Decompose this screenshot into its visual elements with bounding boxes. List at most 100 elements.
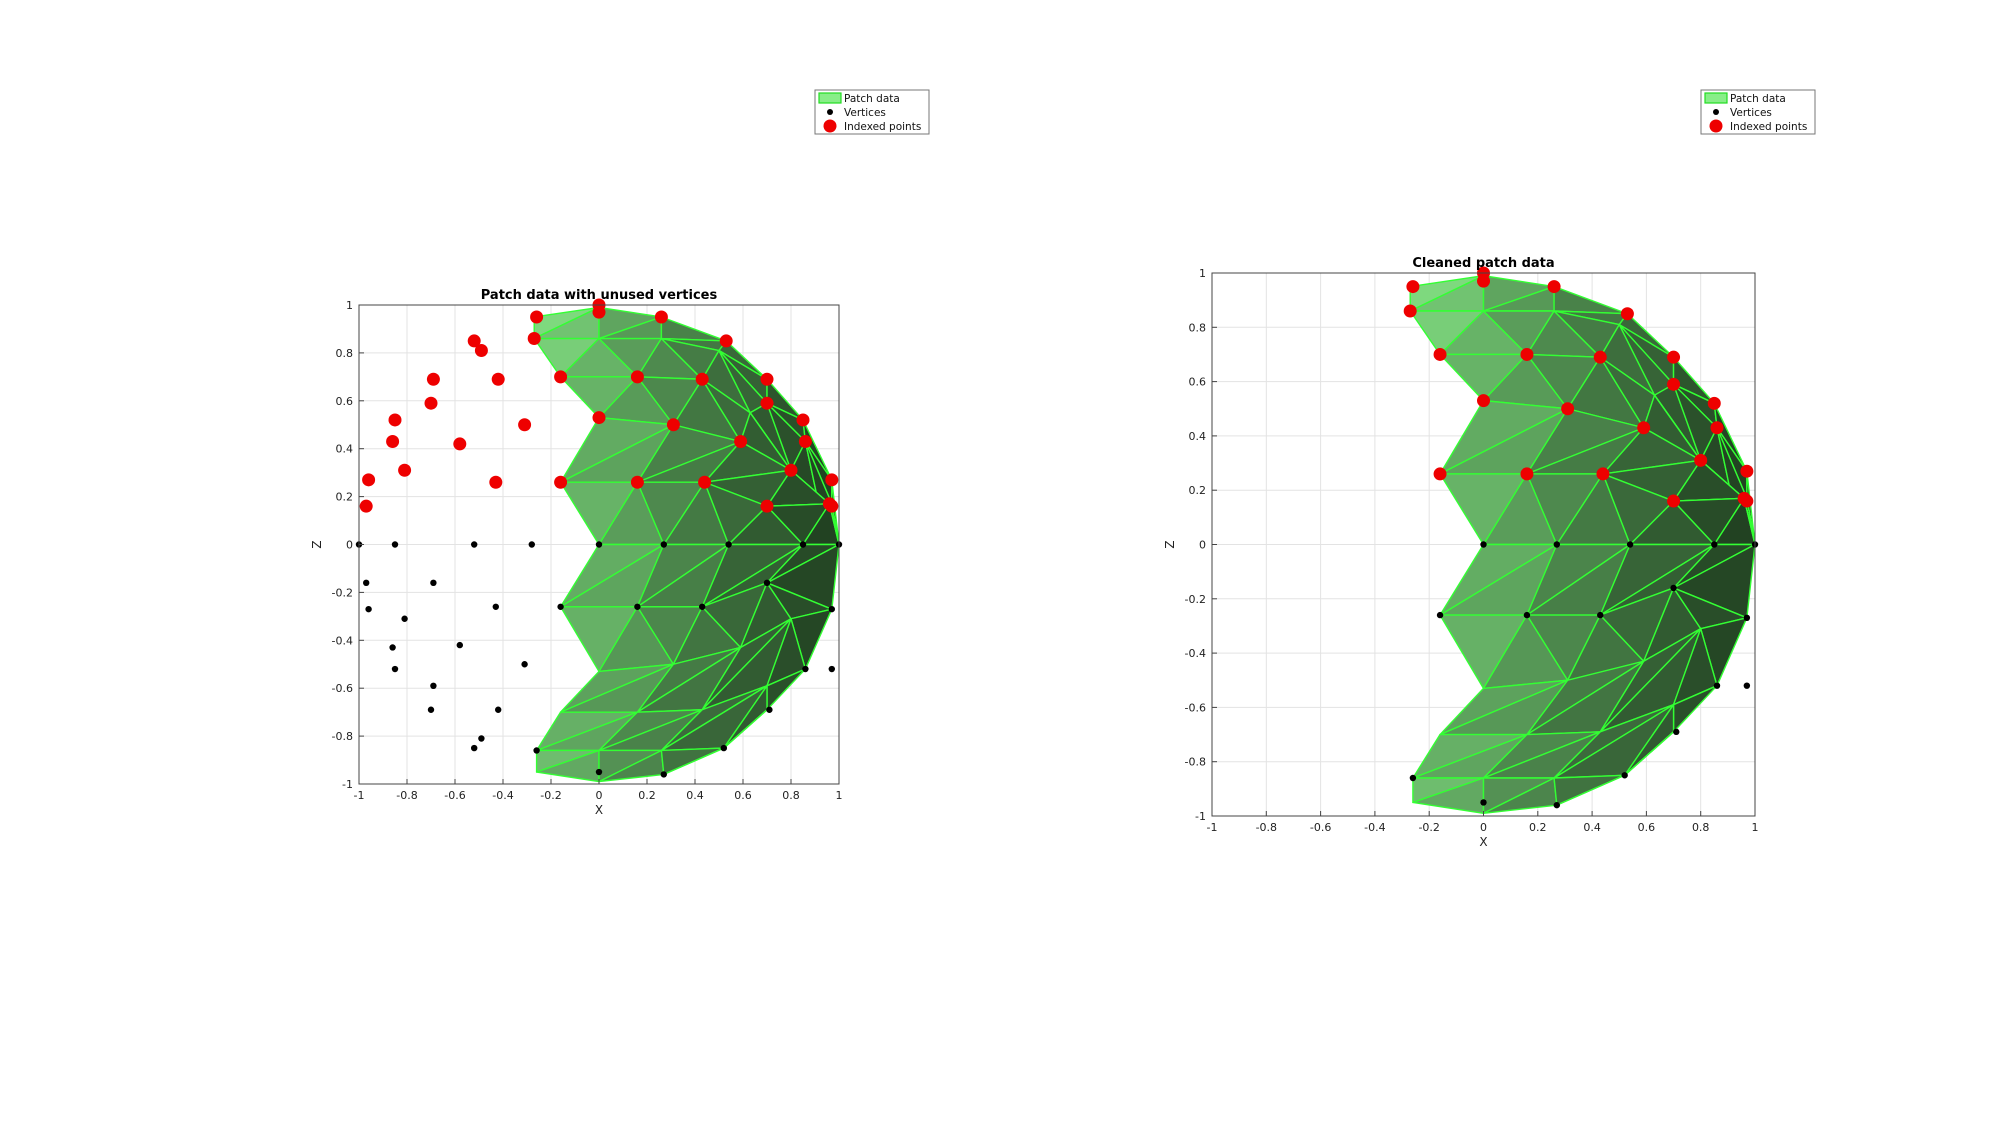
vertex-point xyxy=(557,603,564,610)
x-tick-label: 0 xyxy=(1480,821,1487,834)
indexed-point xyxy=(1406,280,1420,294)
x-tick-label: 0.4 xyxy=(686,789,704,802)
indexed-point xyxy=(654,310,668,324)
y-tick-label: 0 xyxy=(1199,539,1206,552)
vertex-point xyxy=(430,682,437,690)
vertex-point xyxy=(365,605,372,613)
x-tick-label: 0.8 xyxy=(1692,821,1710,834)
x-tick-label: -0.8 xyxy=(1256,821,1277,834)
x-tick-label: -1 xyxy=(1207,821,1218,834)
vertex-point xyxy=(495,706,502,713)
indexed-point xyxy=(453,437,467,451)
vertex-point xyxy=(634,603,641,610)
chart-title: Patch data with unused vertices xyxy=(481,288,718,303)
indexed-point xyxy=(1593,350,1607,364)
vertex-point xyxy=(456,641,463,649)
vertex-point xyxy=(1436,611,1444,619)
indexed-point xyxy=(518,418,532,432)
vertex-point xyxy=(533,747,540,754)
vertex-point xyxy=(1553,541,1561,548)
vertex-point xyxy=(401,615,408,622)
x-tick-label: 0.2 xyxy=(638,789,656,802)
x-tick-label: 0.2 xyxy=(1529,821,1547,834)
y-tick-label: -0.8 xyxy=(1185,756,1206,769)
y-tick-label: -0.2 xyxy=(1185,593,1206,606)
indexed-point xyxy=(822,497,836,511)
indexed-point xyxy=(386,435,400,449)
indexed-point xyxy=(1667,494,1681,508)
indexed-point xyxy=(1620,307,1634,321)
x-tick-label: 0 xyxy=(596,789,603,802)
chart-title: Cleaned patch data xyxy=(1412,256,1554,271)
indexed-point xyxy=(554,475,568,489)
y-tick-label: -0.2 xyxy=(332,586,353,599)
vertex-point xyxy=(528,541,535,548)
x-tick-label: -0.6 xyxy=(1310,821,1331,834)
x-tick-label: 1 xyxy=(836,789,843,802)
indexed-point xyxy=(1561,402,1575,416)
vertex-point xyxy=(1621,772,1628,779)
legend-entry-label: Patch data xyxy=(1730,93,1786,105)
vertex-point xyxy=(725,541,732,548)
legend-indexed-marker xyxy=(823,119,837,133)
indexed-point xyxy=(798,435,812,449)
indexed-point xyxy=(760,372,774,386)
vertex-point xyxy=(1409,774,1417,782)
vertex-point xyxy=(1597,611,1604,619)
legend-patch-swatch xyxy=(1704,92,1728,104)
indexed-point xyxy=(388,413,402,427)
y-axis-label: Z xyxy=(310,540,324,548)
indexed-point xyxy=(698,475,712,489)
vertex-point xyxy=(521,661,528,668)
indexed-point xyxy=(825,473,839,487)
x-tick-label: 0.6 xyxy=(1638,821,1656,834)
vertex-point xyxy=(391,665,399,673)
y-tick-label: 0.2 xyxy=(1189,484,1207,497)
indexed-point xyxy=(796,413,810,427)
indexed-point xyxy=(359,499,373,513)
vertex-point xyxy=(1670,584,1677,592)
vertex-point xyxy=(363,579,370,587)
indexed-point xyxy=(695,372,709,386)
indexed-point xyxy=(1596,467,1610,481)
indexed-point xyxy=(666,418,680,432)
vertex-point xyxy=(763,579,771,587)
vertex-point xyxy=(1743,682,1751,689)
vertex-point xyxy=(430,579,437,587)
indexed-point xyxy=(734,435,748,449)
vertex-point xyxy=(660,541,667,548)
vertex-point xyxy=(1553,801,1561,809)
plot-axes-1: -1 -0.8 -0.6 -0.4 -0.2 0 0.2 0.4 0.6 0.8 1 -1 -0.8 -0… xyxy=(310,89,930,817)
legend-entry-label: Patch data xyxy=(844,93,900,105)
y-tick-label: -1 xyxy=(342,778,353,791)
legend-indexed-marker xyxy=(1709,119,1723,133)
y-tick-label: -0.4 xyxy=(1185,647,1206,660)
indexed-point xyxy=(527,332,541,346)
legend: Patch data Vertices Indexed points xyxy=(1700,89,1816,135)
y-tick-label: 0.6 xyxy=(336,395,354,408)
indexed-point xyxy=(630,370,644,384)
indexed-point xyxy=(1740,464,1754,478)
y-tick-label: 0.6 xyxy=(1189,376,1207,389)
indexed-point xyxy=(530,310,544,324)
indexed-point xyxy=(1477,394,1490,408)
indexed-point xyxy=(362,473,376,487)
indexed-point xyxy=(1520,347,1534,361)
x-axis-label: X xyxy=(595,803,603,817)
vertex-point xyxy=(427,706,435,713)
vertex-point xyxy=(492,603,499,610)
vertex-point xyxy=(595,768,603,776)
legend-entry-label: Vertices xyxy=(844,107,886,119)
y-tick-label: -0.6 xyxy=(332,682,353,695)
y-tick-label: 0.4 xyxy=(336,443,354,456)
x-tick-label: 1 xyxy=(1752,821,1759,834)
x-tick-label: 0.8 xyxy=(782,789,800,802)
vertex-point xyxy=(1480,541,1487,548)
x-tick-label: -1 xyxy=(354,789,365,802)
vertex-point xyxy=(1713,682,1721,689)
indexed-point xyxy=(1707,396,1721,410)
vertex-point xyxy=(595,541,603,548)
y-tick-label: -0.4 xyxy=(332,634,353,647)
vertex-point xyxy=(828,665,835,673)
